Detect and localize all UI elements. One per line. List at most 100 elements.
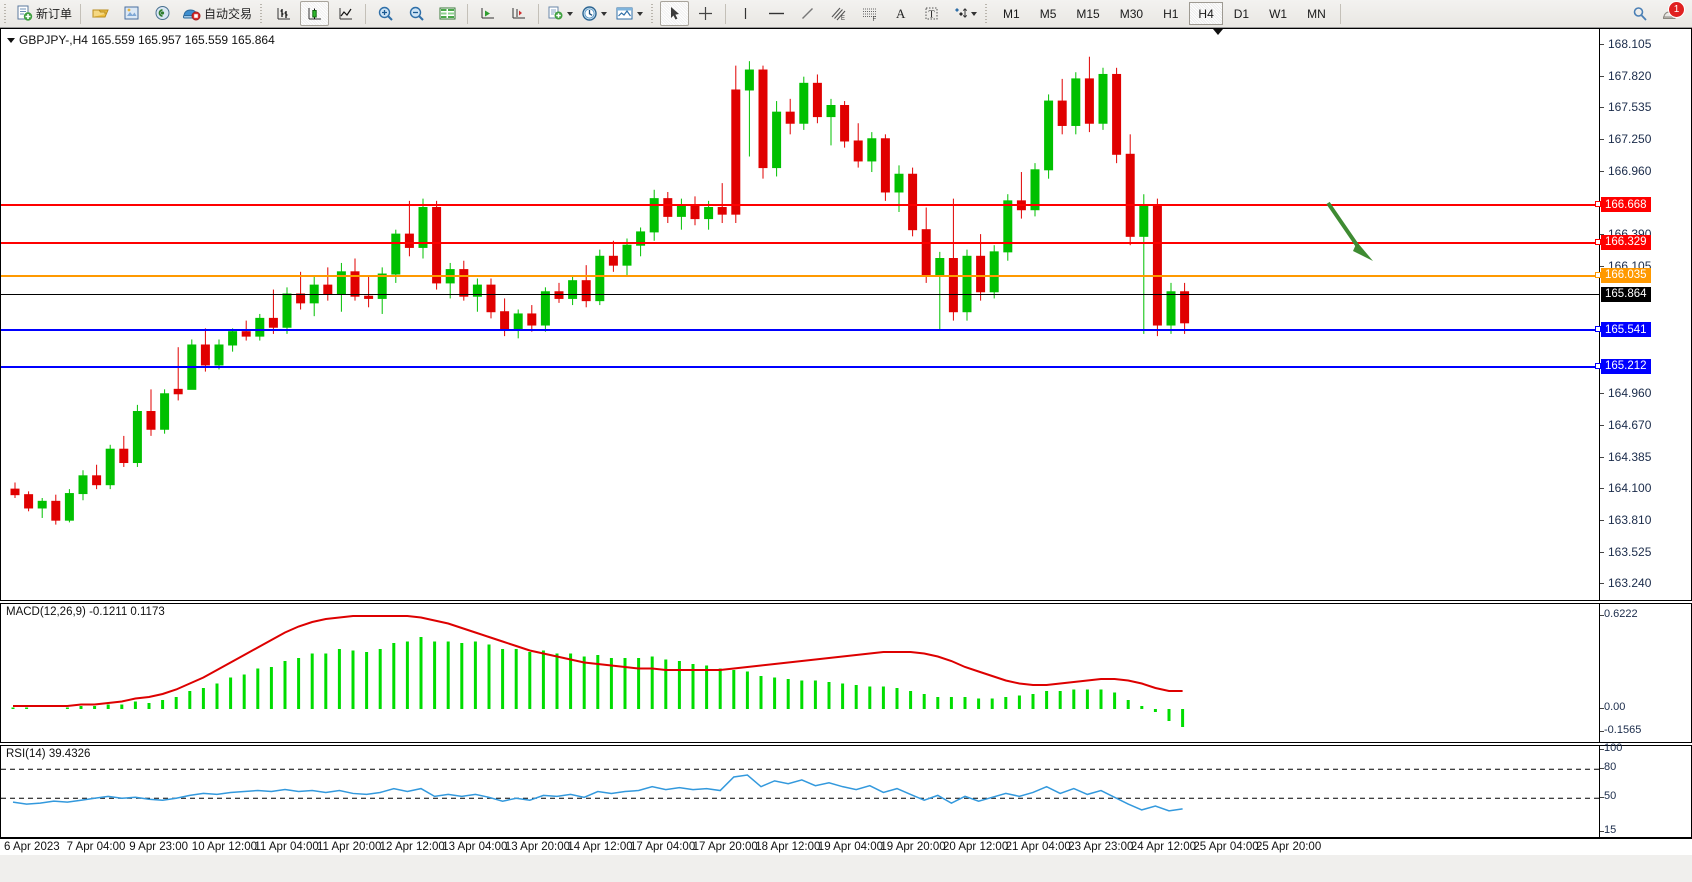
level-line-resistance-2[interactable] bbox=[1, 241, 1599, 244]
zoom-in-icon-button[interactable] bbox=[371, 1, 400, 26]
level-handle-pivot[interactable] bbox=[1595, 271, 1601, 278]
new-order-button[interactable]: 新订单 bbox=[13, 1, 75, 26]
time-axis-label: 19 Apr 04:00 bbox=[817, 841, 884, 853]
toolbar-grip-1[interactable] bbox=[2, 3, 9, 24]
time-axis-label: 12 Apr 12:00 bbox=[379, 841, 445, 853]
chart-symbol-title: GBPJPY-,H4 165.559 165.957 165.559 165.8… bbox=[7, 33, 275, 47]
price-pane[interactable]: GBPJPY-,H4 165.559 165.957 165.559 165.8… bbox=[0, 28, 1692, 601]
timeframe-h1-button[interactable]: H1 bbox=[1163, 6, 1179, 21]
bottom-strip bbox=[0, 855, 1692, 882]
timeframe-d1-button[interactable]: D1 bbox=[1233, 6, 1250, 21]
bar-chart-icon-button[interactable] bbox=[269, 1, 298, 26]
toolbar-sep-e bbox=[725, 3, 727, 24]
timeframe-m1-button[interactable]: M1 bbox=[1003, 6, 1020, 21]
price-label-pivot[interactable]: 166.035 bbox=[1601, 267, 1651, 283]
candle-chart-icon-button[interactable] bbox=[300, 1, 330, 26]
alerts-icon-button[interactable]: 1 bbox=[1656, 1, 1685, 26]
toolbar-sep-a bbox=[80, 3, 82, 24]
line-chart-icon-button[interactable] bbox=[331, 1, 360, 26]
time-axis-label: 17 Apr 20:00 bbox=[692, 841, 758, 853]
autotrading-button[interactable]: 自动交易 bbox=[179, 1, 255, 26]
svg-text:E: E bbox=[841, 16, 845, 22]
chart-window[interactable]: GBPJPY-,H4 165.559 165.957 165.559 165.8… bbox=[0, 27, 1692, 882]
level-line-support-2[interactable] bbox=[1, 365, 1599, 368]
macd-plot-area[interactable]: MACD(12,26,9) -0.1211 0.1173 bbox=[1, 604, 1599, 742]
price-tick-label: 163.810 bbox=[1608, 513, 1652, 528]
rsi-plot-area[interactable]: RSI(14) 39.4326 bbox=[1, 746, 1599, 837]
toolbar-grip-2[interactable] bbox=[258, 3, 266, 24]
timeframe-h4-button[interactable]: H4 bbox=[1189, 2, 1223, 25]
price-label-resistance-2[interactable]: 166.329 bbox=[1601, 234, 1651, 250]
data-window-icon-button[interactable] bbox=[433, 1, 462, 26]
time-axis[interactable]: 6 Apr 2023 7 Apr 04:00 9 Apr 23:00 10 Apr 1… bbox=[0, 838, 1692, 856]
chevron-down-icon[interactable] bbox=[971, 11, 978, 16]
notification-badge: 1 bbox=[1668, 1, 1685, 18]
folder-icon-button[interactable] bbox=[86, 1, 115, 26]
vline-icon-button[interactable] bbox=[731, 1, 760, 26]
chevron-down-icon[interactable] bbox=[637, 11, 644, 16]
price-plot-area[interactable]: GBPJPY-,H4 165.559 165.957 165.559 165.8… bbox=[1, 29, 1599, 600]
period-icon-button[interactable] bbox=[578, 1, 610, 26]
search-icon-button[interactable] bbox=[1625, 1, 1654, 26]
notification-count: 1 bbox=[1673, 4, 1680, 15]
time-axis-label: 25 Apr 04:00 bbox=[1193, 841, 1259, 853]
chart-menu-triangle-icon[interactable] bbox=[7, 38, 15, 44]
time-axis-label: 20 Apr 12:00 bbox=[943, 841, 1009, 853]
price-label-resistance-1[interactable]: 166.668 bbox=[1601, 197, 1651, 213]
rsi-pane[interactable]: RSI(14) 39.4326 100 80 50 15 bbox=[0, 742, 1692, 838]
level-line-last-price[interactable] bbox=[1, 293, 1599, 295]
price-label-support-2[interactable]: 165.212 bbox=[1601, 358, 1651, 374]
chevron-down-icon[interactable] bbox=[601, 11, 608, 16]
profile-icon-button[interactable] bbox=[117, 1, 146, 26]
price-tick-label: 167.820 bbox=[1608, 68, 1652, 83]
label-icon-button[interactable]: T bbox=[917, 1, 946, 26]
toolbar-right-group: 1 bbox=[1624, 1, 1692, 26]
level-handle-support-1[interactable] bbox=[1595, 326, 1601, 333]
macd-pane[interactable]: MACD(12,26,9) -0.1211 0.1173 0.6222 0.00 -… bbox=[0, 603, 1692, 743]
equidistant-channel-icon-button[interactable]: E bbox=[824, 1, 853, 26]
shift-start-icon-button[interactable] bbox=[473, 1, 502, 26]
timeframe-mn-button[interactable]: MN bbox=[1307, 6, 1326, 21]
level-handle-resistance-2[interactable] bbox=[1595, 238, 1601, 245]
rsi-tick-label: 15 bbox=[1604, 824, 1617, 837]
price-label-last-price[interactable]: 165.864 bbox=[1601, 286, 1651, 302]
timeframe-m30-button[interactable]: M30 bbox=[1119, 6, 1144, 21]
cursor-icon-button[interactable] bbox=[660, 1, 690, 26]
rsi-scale: 100 80 50 15 bbox=[1599, 742, 1691, 837]
new-order-label: 新订单 bbox=[36, 7, 73, 21]
crosshair-icon-button[interactable] bbox=[691, 1, 720, 26]
timeframe-m15-button[interactable]: M15 bbox=[1076, 6, 1100, 21]
timeframe-m5-button[interactable]: M5 bbox=[1039, 6, 1057, 21]
chevron-down-icon[interactable] bbox=[567, 11, 574, 16]
level-line-support-1[interactable] bbox=[1, 329, 1599, 332]
signal-icon-button[interactable] bbox=[148, 1, 177, 26]
timeframe-w1-button[interactable]: W1 bbox=[1269, 6, 1288, 21]
price-scale[interactable]: 168.105 167.820 167.535 167.250 166.960 166.3… bbox=[1595, 29, 1691, 600]
zoom-out-icon-button[interactable] bbox=[402, 1, 431, 26]
price-label-support-1[interactable]: 165.541 bbox=[1601, 322, 1651, 338]
level-line-pivot[interactable] bbox=[1, 274, 1599, 277]
level-line-resistance-1[interactable] bbox=[1, 204, 1599, 207]
price-tick-label: 167.535 bbox=[1608, 100, 1652, 115]
hline-icon-button[interactable] bbox=[762, 1, 791, 26]
level-handle-resistance-1[interactable] bbox=[1595, 201, 1601, 208]
time-axis-label: 9 Apr 23:00 bbox=[129, 841, 189, 853]
rsi-series bbox=[1, 768, 1599, 812]
shift-end-icon-button[interactable] bbox=[504, 1, 533, 26]
rsi-tick-label: 80 bbox=[1604, 761, 1617, 774]
trendline-icon-button[interactable] bbox=[793, 1, 822, 26]
macd-label: MACD(12,26,9) -0.1211 0.1173 bbox=[6, 606, 165, 618]
time-axis-label: 11 Apr 04:00 bbox=[254, 841, 319, 853]
level-handle-support-2[interactable] bbox=[1595, 362, 1601, 369]
new-chart-icon-button[interactable] bbox=[544, 1, 576, 26]
time-axis-label: 6 Apr 2023 bbox=[4, 841, 60, 853]
toolbar-grip-3[interactable] bbox=[649, 3, 657, 24]
templates-icon-button[interactable] bbox=[612, 1, 646, 26]
text-icon-button[interactable]: A bbox=[886, 1, 915, 26]
objects-icon-button[interactable] bbox=[948, 1, 980, 26]
svg-text:T: T bbox=[929, 10, 935, 21]
toolbar-grip-4[interactable] bbox=[983, 3, 991, 24]
price-tick-label: 164.960 bbox=[1608, 385, 1652, 400]
price-tick-label: 167.250 bbox=[1608, 131, 1652, 146]
fibo-icon-button[interactable]: F bbox=[855, 1, 884, 26]
